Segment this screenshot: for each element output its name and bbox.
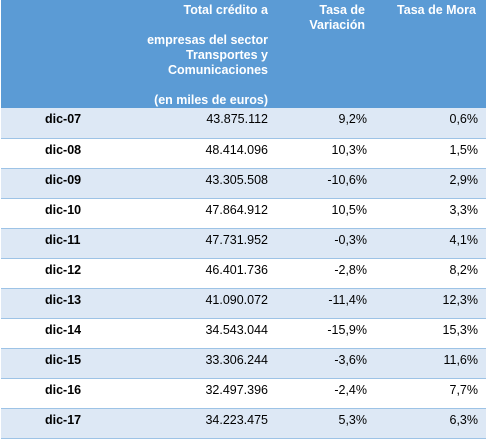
row-credit: 32.497.396 <box>101 378 276 409</box>
row-mora: 2,9% <box>371 168 486 199</box>
table-header: Total crédito a empresas del sector Tran… <box>1 0 486 108</box>
row-date: dic-15 <box>1 348 101 379</box>
table-body: dic-07 43.875.112 9,2% 0,6% dic-08 48.414.096… <box>1 108 486 439</box>
header-credit-line3: Transportes y Comunicaciones <box>167 48 268 77</box>
row-credit: 48.414.096 <box>101 138 276 169</box>
row-date: dic-10 <box>1 198 101 229</box>
row-mora: 11,6% <box>371 348 486 379</box>
row-variation: -0,3% <box>276 228 371 259</box>
row-mora: 1,5% <box>371 138 486 169</box>
row-date: dic-12 <box>1 258 101 289</box>
table-row: dic-09 43.305.508 -10,6% 2,9% <box>1 168 486 199</box>
row-mora: 12,3% <box>371 288 486 319</box>
header-row: Total crédito a empresas del sector Tran… <box>1 0 486 108</box>
row-credit: 41.090.072 <box>101 288 276 319</box>
row-mora: 15,3% <box>371 318 486 349</box>
row-mora: 7,7% <box>371 378 486 409</box>
row-credit: 33.306.244 <box>101 348 276 379</box>
header-variation: Tasa de Variación <box>276 0 371 108</box>
table-row: dic-11 47.731.952 -0,3% 4,1% <box>1 228 486 259</box>
row-variation: -3,6% <box>276 348 371 379</box>
row-variation: 5,3% <box>276 408 371 439</box>
row-variation: -2,8% <box>276 258 371 289</box>
row-credit: 43.305.508 <box>101 168 276 199</box>
row-date: dic-14 <box>1 318 101 349</box>
row-date: dic-09 <box>1 168 101 199</box>
row-variation: -2,4% <box>276 378 371 409</box>
table-row: dic-07 43.875.112 9,2% 0,6% <box>1 108 486 139</box>
row-date: dic-08 <box>1 138 101 169</box>
table-row: dic-15 33.306.244 -3,6% 11,6% <box>1 348 486 379</box>
row-date: dic-16 <box>1 378 101 409</box>
row-credit: 34.543.044 <box>101 318 276 349</box>
table-row: dic-10 47.864.912 10,5% 3,3% <box>1 198 486 229</box>
row-date: dic-07 <box>1 108 101 139</box>
header-date-cell <box>1 0 101 108</box>
table-row: dic-12 46.401.736 -2,8% 8,2% <box>1 258 486 289</box>
row-credit: 43.875.112 <box>101 108 276 139</box>
row-credit: 34.223.475 <box>101 408 276 439</box>
row-credit: 46.401.736 <box>101 258 276 289</box>
header-credit-line4: (en miles de euros) <box>154 93 268 107</box>
header-credit-line2: empresas del sector <box>147 33 268 47</box>
row-variation: -10,6% <box>276 168 371 199</box>
table-row: dic-17 34.223.475 5,3% 6,3% <box>1 408 486 439</box>
table-row: dic-16 32.497.396 -2,4% 7,7% <box>1 378 486 409</box>
row-mora: 8,2% <box>371 258 486 289</box>
table-row: dic-13 41.090.072 -11,4% 12,3% <box>1 288 486 319</box>
header-credit-line1: Total crédito a <box>183 3 268 17</box>
row-mora: 0,6% <box>371 108 486 139</box>
header-variation-line2: Variación <box>309 18 365 32</box>
row-date: dic-17 <box>1 408 101 439</box>
row-variation: -11,4% <box>276 288 371 319</box>
header-variation-line1: Tasa de <box>319 3 365 17</box>
header-mora: Tasa de Mora <box>371 0 486 108</box>
row-variation: 9,2% <box>276 108 371 139</box>
row-variation: 10,3% <box>276 138 371 169</box>
row-date: dic-13 <box>1 288 101 319</box>
row-credit: 47.731.952 <box>101 228 276 259</box>
row-mora: 4,1% <box>371 228 486 259</box>
table-row: dic-14 34.543.044 -15,9% 15,3% <box>1 318 486 349</box>
row-credit: 47.864.912 <box>101 198 276 229</box>
row-mora: 3,3% <box>371 198 486 229</box>
row-variation: 10,5% <box>276 198 371 229</box>
row-variation: -15,9% <box>276 318 371 349</box>
row-date: dic-11 <box>1 228 101 259</box>
table-row: dic-08 48.414.096 10,3% 1,5% <box>1 138 486 169</box>
row-mora: 6,3% <box>371 408 486 439</box>
header-credit: Total crédito a empresas del sector Tran… <box>101 0 276 108</box>
